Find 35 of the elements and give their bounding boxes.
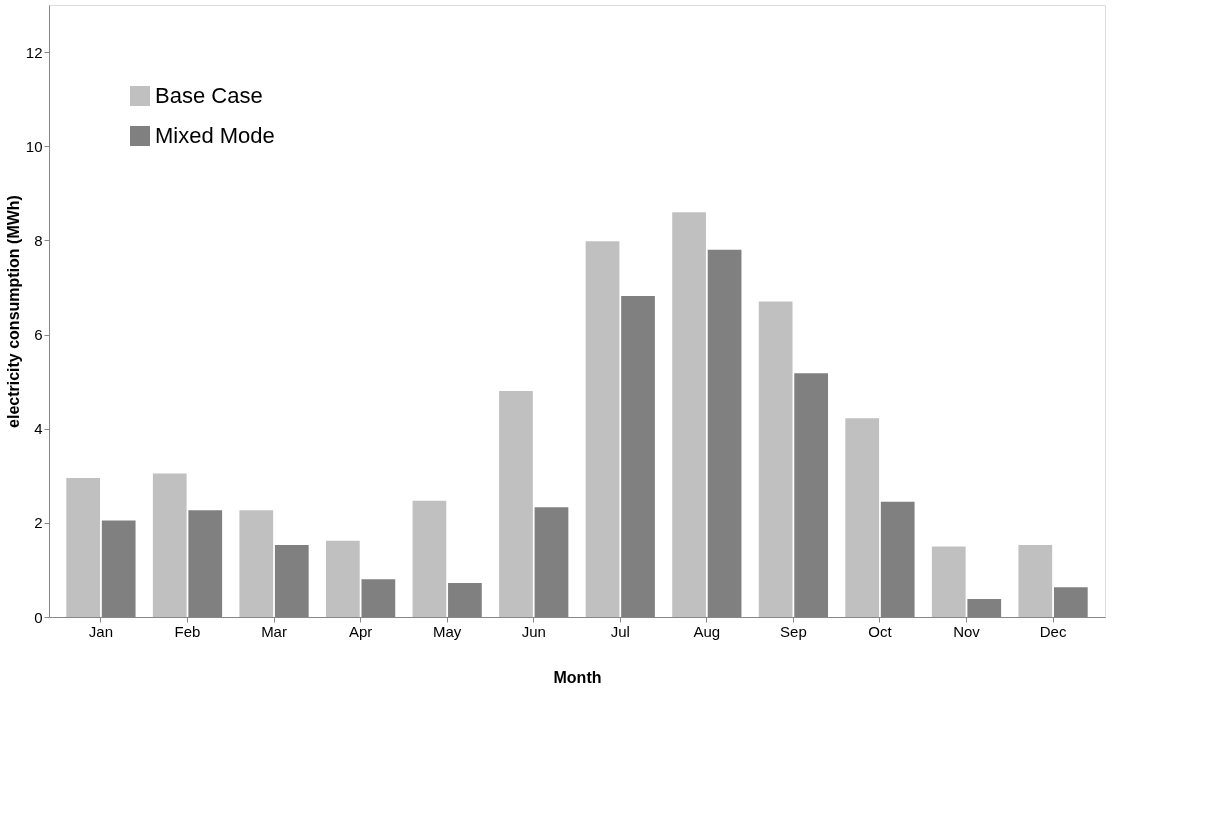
y-tick-label: 0 bbox=[34, 608, 43, 626]
y-tick-label: 6 bbox=[34, 326, 43, 344]
legend-label: Mixed Mode bbox=[155, 123, 275, 148]
bar bbox=[499, 391, 533, 617]
y-tick-label: 2 bbox=[34, 514, 43, 532]
x-tick-label: May bbox=[432, 622, 462, 640]
x-tick-label: Jul bbox=[610, 622, 630, 640]
x-tick-label: Jun bbox=[521, 622, 546, 640]
bar bbox=[585, 241, 620, 617]
x-axis-title: Month bbox=[553, 668, 602, 686]
bar bbox=[152, 473, 187, 617]
bar bbox=[758, 301, 793, 617]
bar bbox=[672, 212, 706, 617]
bar bbox=[239, 510, 274, 617]
x-tick-label: Aug bbox=[693, 622, 721, 640]
y-tick-label: 12 bbox=[25, 43, 43, 61]
bar bbox=[66, 478, 101, 617]
y-tick-label: 10 bbox=[25, 137, 43, 155]
y-tick-label: 8 bbox=[34, 231, 43, 249]
bar bbox=[1018, 544, 1053, 617]
y-tick-label: 4 bbox=[34, 420, 43, 438]
x-tick-label: Mar bbox=[261, 622, 287, 640]
x-tick-label: Nov bbox=[953, 622, 981, 640]
x-tick-label: Oct bbox=[868, 622, 893, 640]
bar bbox=[931, 546, 966, 617]
y-axis-title: electricity consumption (MWh) bbox=[4, 195, 22, 428]
legend-label: Base Case bbox=[155, 83, 263, 108]
x-tick-label: Sep bbox=[780, 622, 807, 640]
x-tick-label: Apr bbox=[348, 622, 373, 640]
x-tick-label: Dec bbox=[1039, 622, 1067, 640]
bar bbox=[845, 418, 880, 617]
x-tick-label: Feb bbox=[174, 622, 201, 640]
bar bbox=[325, 540, 360, 617]
x-tick-label: Jan bbox=[88, 622, 114, 640]
bar bbox=[412, 500, 447, 617]
